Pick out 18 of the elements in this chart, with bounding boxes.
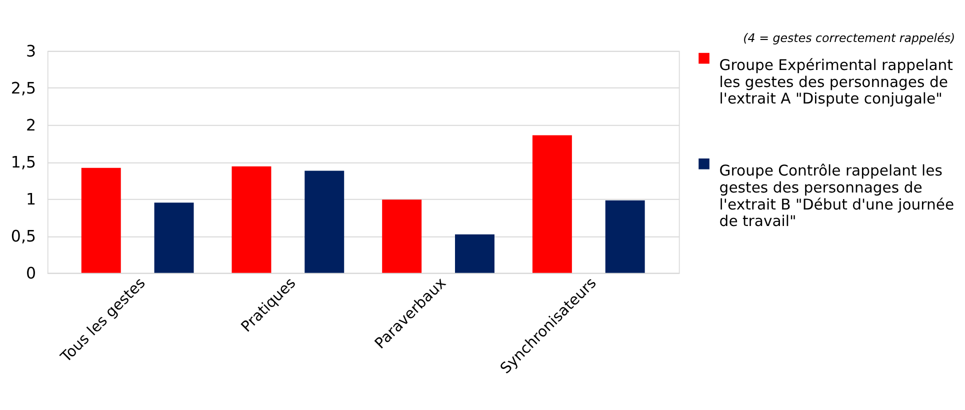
bar [532,135,572,273]
y-tick-label: 0 [26,263,36,282]
legend-label: Groupe Contrôle rappelant les gestes des personnages de l'extrait B "Début d'une journée de travail" [719,162,954,230]
y-tick-label: 0,5 [10,226,36,246]
bar [455,234,494,273]
bar [605,200,645,273]
bar [81,168,121,273]
legend-label: Groupe Expérimental rappelant les gestes des personnages de l'extrait A "Dispute conjugale" [719,57,954,108]
bar [232,166,272,273]
bar [154,202,194,273]
y-tick-label: 1 [26,189,36,208]
y-tick-label: 1,5 [10,152,36,172]
y-tick-label: 3 [26,41,36,60]
bar [382,200,422,273]
bar [304,170,344,273]
y-tick-label: 2 [26,115,36,134]
y-tick-label: 2,5 [10,78,36,98]
text: (4 = gestes correctement rappelés) [743,31,956,46]
